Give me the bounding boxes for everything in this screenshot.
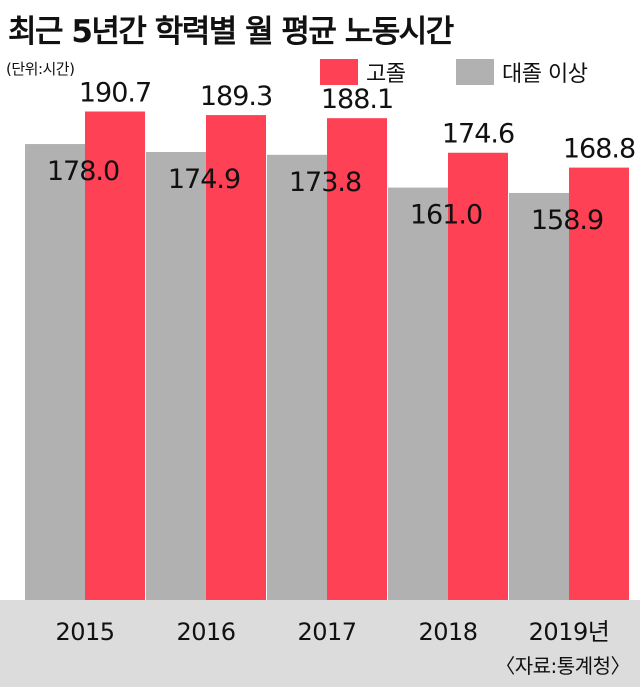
data-label-college-2017: 173.8: [289, 167, 361, 198]
data-label-high-school-2015: 190.7: [79, 78, 151, 109]
data-label-college-2016: 174.9: [168, 164, 240, 195]
source-note: 〈자료:통계청〉: [495, 654, 630, 678]
data-label-college-2019년: 158.9: [531, 205, 603, 236]
unit-label: (단위:시간): [6, 60, 75, 78]
legend-swatch-college: [456, 59, 494, 85]
legend-item-college: 대졸 이상: [456, 56, 588, 88]
x-tick-label-2018: 2018: [418, 618, 477, 646]
data-label-high-school-2019년: 168.8: [563, 134, 635, 165]
x-tick-label-2015: 2015: [55, 618, 114, 646]
bar-college-2017: [267, 154, 327, 600]
chart-title: 최근 5년간 학력별 월 평균 노동시간: [8, 14, 454, 50]
bar-high-school-2017: [327, 118, 387, 601]
x-tick-label-2016: 2016: [176, 618, 235, 646]
legend-item-high-school: 고졸: [320, 56, 406, 88]
bar-high-school-2016: [206, 115, 266, 600]
data-label-college-2018: 161.0: [410, 200, 482, 231]
data-label-college-2015: 178.0: [47, 156, 119, 187]
data-label-high-school-2017: 188.1: [321, 84, 393, 115]
bar-college-2019년: [509, 192, 569, 600]
x-tick-label-2017: 2017: [297, 618, 356, 646]
data-label-high-school-2018: 174.6: [442, 119, 514, 150]
bar-college-2016: [146, 151, 206, 601]
bar-college-2018: [388, 187, 448, 600]
x-tick-label-2019년: 2019년: [529, 618, 610, 646]
bar-college-2015: [25, 144, 85, 600]
bar-high-school-2018: [448, 152, 508, 600]
legend-swatch-high-school: [320, 59, 358, 85]
x-axis-band: [0, 600, 640, 687]
bar-high-school-2019년: [569, 167, 629, 601]
legend-label-college: 대졸 이상: [502, 62, 588, 87]
data-label-high-school-2016: 189.3: [200, 81, 272, 112]
legend-label-high-school: 고졸: [366, 62, 406, 87]
bar-high-school-2015: [85, 111, 145, 601]
